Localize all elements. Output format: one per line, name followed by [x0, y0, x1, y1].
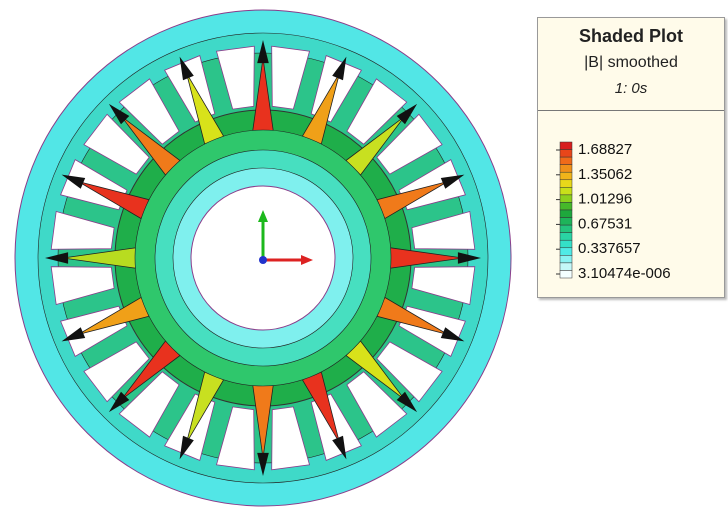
field-plot [0, 0, 530, 515]
scale-label: 1.01296 [578, 191, 632, 208]
scale-band [560, 142, 572, 150]
scale-band [560, 165, 572, 173]
scale-label: 1.35062 [578, 166, 632, 183]
legend-quantity: |B| smoothed [538, 54, 724, 72]
scale-band [560, 150, 572, 158]
scale-band [560, 157, 572, 165]
scale-band [560, 248, 572, 256]
scale-band [560, 270, 572, 278]
scale-label: 0.337657 [578, 240, 641, 257]
scale-band [560, 187, 572, 195]
screen: Shaded Plot |B| smoothed 1: 0s 1.688271.… [0, 0, 728, 515]
legend-divider [538, 110, 724, 111]
scale-band [560, 255, 572, 263]
scale-label: 0.67531 [578, 215, 632, 232]
scale-band [560, 180, 572, 188]
legend-title: Shaded Plot [538, 26, 724, 47]
axis-origin [259, 256, 267, 264]
scale-band [560, 210, 572, 218]
scale-band [560, 263, 572, 271]
scale-band [560, 233, 572, 241]
scale-label: 1.68827 [578, 141, 632, 158]
scale-band [560, 240, 572, 248]
scale-band [560, 218, 572, 226]
scale-band [560, 172, 572, 180]
color-scale: 1.68827 1.35062 1.01296 0.67531 0.337657 3.10… [538, 114, 724, 294]
scale-label: 3.10474e-006 [578, 265, 671, 282]
legend-time: 1: 0s [538, 80, 724, 97]
scale-band [560, 195, 572, 203]
scale-band [560, 202, 572, 210]
scale-band [560, 225, 572, 233]
